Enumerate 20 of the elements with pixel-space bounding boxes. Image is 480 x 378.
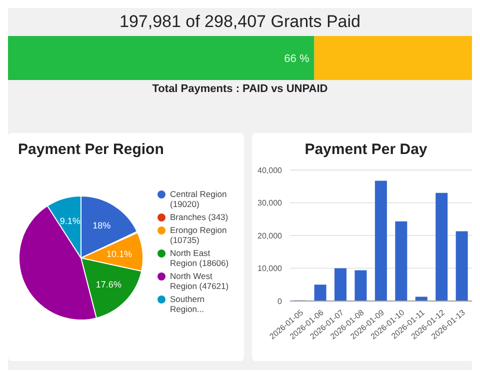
legend-label: Erongo Region (10735) — [170, 225, 228, 245]
chart-title: Payment Per Region — [17, 140, 165, 158]
legend-label: Branches (343) — [170, 212, 228, 222]
chart-title: 197,981 of 298,407 Grants Paid — [118, 11, 362, 33]
x-axis-title: Total Payments : PAID vs UNPAID — [151, 82, 329, 95]
data-label: 9.1% — [60, 216, 80, 226]
legend-label: Central Region (19020) — [170, 189, 228, 209]
legend-label: Southern Region... — [170, 294, 206, 314]
chart-title: Payment Per Day — [304, 140, 428, 158]
y-tick-label: 0 — [278, 296, 283, 306]
y-tick-label: 30,000 — [258, 198, 283, 208]
legend-label: North East Region (18606) — [170, 248, 230, 268]
y-tick-label: 40,000 — [258, 166, 283, 175]
data-label: 18% — [92, 220, 111, 231]
data-label: 66 % — [284, 52, 310, 65]
legend-label: North West Region (47621) — [170, 271, 230, 291]
y-tick-label: 10,000 — [258, 264, 283, 274]
data-label: 10.1% — [106, 249, 132, 260]
y-tick-label: 20,000 — [258, 231, 283, 240]
data-label: 17.6% — [96, 280, 122, 290]
